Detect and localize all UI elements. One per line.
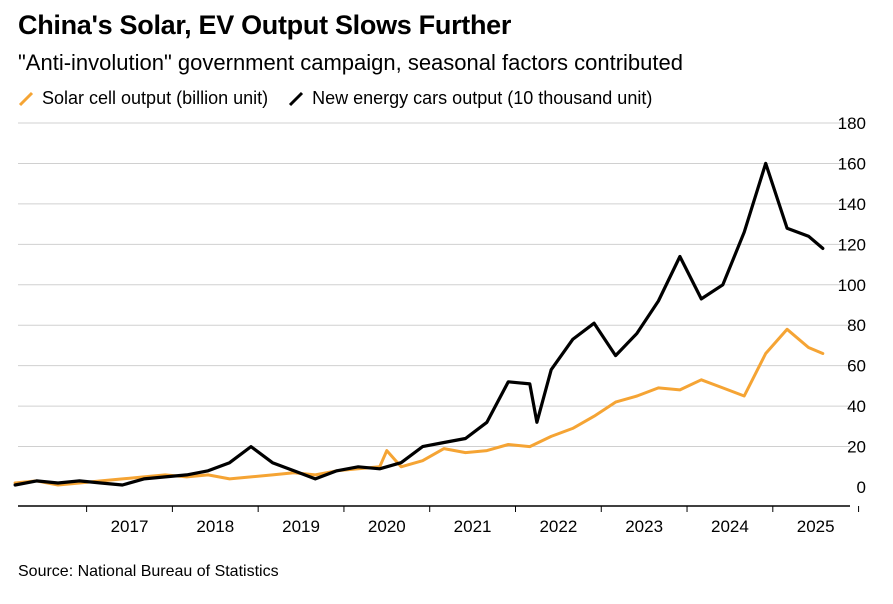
x-tick-label: 2021 [454, 517, 492, 536]
x-tick-label: 2017 [111, 517, 149, 536]
y-tick-label: 80 [847, 316, 866, 335]
x-tick-label: 2018 [196, 517, 234, 536]
y-tick-label: 160 [838, 154, 866, 173]
y-tick-label: 40 [847, 397, 866, 416]
y-tick-label: 180 [838, 114, 866, 133]
legend-label-solar: Solar cell output (billion unit) [42, 88, 269, 108]
y-axis-ticks: 0 20 40 60 80 100 120 140 160 180 [838, 114, 866, 497]
x-tick-label: 2022 [539, 517, 577, 536]
legend-swatch-solar-icon [18, 91, 34, 106]
chart-subtitle: "Anti-involution" government campaign, s… [18, 50, 683, 75]
x-tick-label: 2024 [711, 517, 749, 536]
x-axis-ticks: 2017 2018 2019 2020 2021 2022 2023 2024 2025 [86, 506, 860, 536]
grid-lines [18, 122, 850, 507]
legend-item-ev: New energy cars output (10 thousand unit… [288, 88, 652, 109]
x-tick-label: 2020 [368, 517, 406, 536]
series-lines [13, 161, 825, 487]
legend-item-solar: Solar cell output (billion unit) [18, 88, 268, 109]
series-line-solar [13, 327, 825, 487]
series-line-ev [13, 161, 825, 487]
y-tick-label: 0 [857, 478, 866, 497]
legend-swatch-ev-icon [289, 91, 304, 106]
y-tick-label: 140 [838, 195, 866, 214]
y-tick-label: 100 [838, 276, 866, 295]
x-tick-label: 2025 [797, 517, 835, 536]
y-tick-label: 60 [847, 357, 866, 376]
source-note: Source: National Bureau of Statistics [18, 563, 279, 580]
legend: Solar cell output (billion unit) New ene… [18, 88, 672, 109]
legend-label-ev: New energy cars output (10 thousand unit… [312, 88, 653, 108]
chart-title: China's Solar, EV Output Slows Further [18, 10, 512, 40]
x-tick-label: 2023 [625, 517, 663, 536]
x-tick-label: 2019 [282, 517, 320, 536]
y-tick-label: 20 [847, 438, 866, 457]
y-tick-label: 120 [838, 235, 866, 254]
